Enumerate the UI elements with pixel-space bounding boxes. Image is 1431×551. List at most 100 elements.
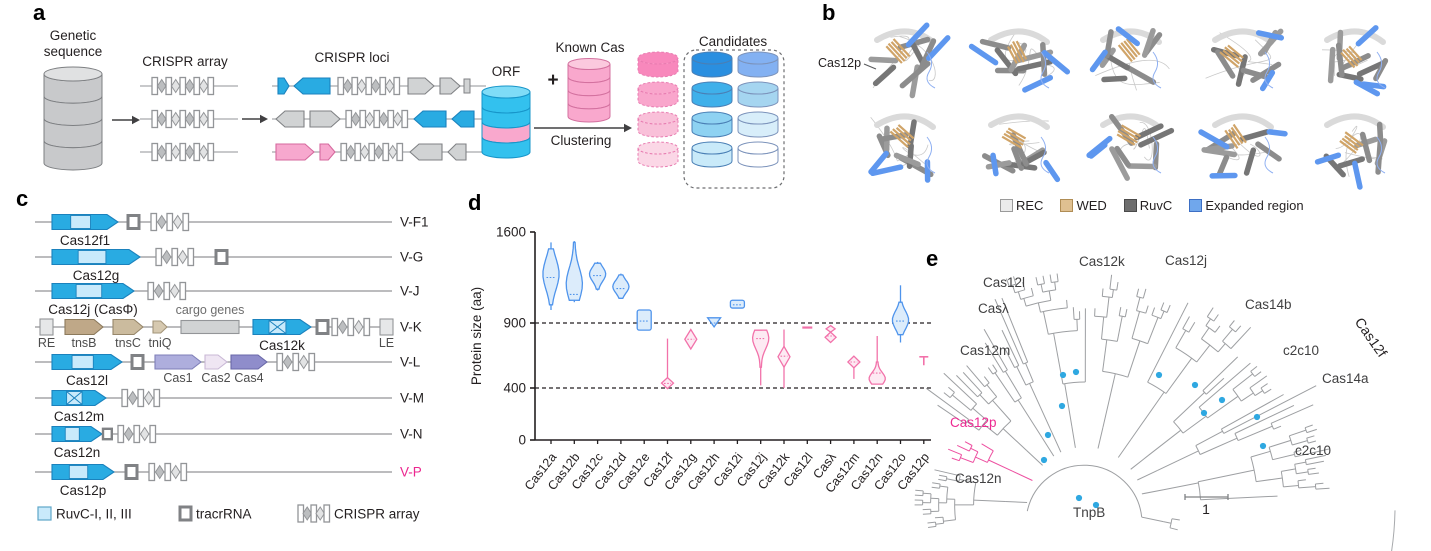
crispr-array-1-repeat [179, 109, 187, 129]
crispr-array-glyph-V-F1-spacer [156, 214, 167, 230]
expanded-loop [926, 51, 936, 89]
leaf-branch [1297, 479, 1306, 482]
gene-arrow-cas12f1-ruvc-segment [70, 215, 91, 229]
panel-b-letter: b [822, 0, 836, 25]
loci-array-2-spacer [378, 111, 389, 127]
clade-stem-cas12k [1071, 426, 1076, 448]
arrow-seq-to-array-head [132, 115, 140, 125]
crispr-array-1-spacer [184, 111, 195, 127]
candidate-pink-cylinder-slice [637, 57, 679, 78]
internal-branch [986, 384, 998, 398]
expanded-region-helix [968, 43, 999, 66]
leaf-branch [1147, 302, 1189, 383]
internal-branch [1198, 469, 1255, 483]
legend-swatch [1189, 199, 1203, 212]
rec-ribbon [874, 113, 936, 130]
candidate-lightblue-cylinder-top [737, 51, 779, 65]
ruvc-helix [979, 38, 1012, 51]
panel-d-letter: d [468, 190, 482, 215]
loop-squiggle [1334, 133, 1362, 177]
wed-strand [1007, 127, 1027, 140]
element-label-re: RE [38, 336, 55, 350]
tracrrna-glyph [130, 354, 145, 370]
protein-structure-6 [868, 113, 936, 183]
panel-b-legend: REC WED RuvC Expanded region [1000, 198, 1304, 213]
loci-array-1-spacer [370, 78, 381, 94]
ruvc-helix [1239, 129, 1270, 142]
internal-branch [922, 492, 932, 495]
wed-strand [1348, 45, 1363, 61]
wed-strand [1005, 130, 1025, 143]
gene-arrow-tnsb [64, 318, 104, 336]
row-tag-v-g: V-G [400, 250, 423, 265]
loci-gene-gray [439, 77, 461, 95]
violin-body [565, 241, 584, 301]
leaf-branch [931, 486, 940, 489]
leaf-branch [1035, 277, 1039, 286]
tree-label-cas12m: Cas12m [960, 343, 1010, 358]
legend-array-swatch-repeat [323, 504, 331, 523]
clade-arc [1051, 281, 1059, 283]
leaf-branch [1308, 472, 1319, 475]
loci-gene-pink-small [319, 143, 336, 161]
clade-arc [997, 420, 1012, 436]
candidate-pink-cylinder-top [637, 111, 679, 125]
crispr-array-0-spacer [184, 78, 195, 94]
leaf-branch [1273, 425, 1282, 430]
ruvc-helix [1011, 146, 1025, 171]
clade-arc [1260, 387, 1265, 394]
internal-branch [1250, 450, 1271, 458]
internal-branch [959, 478, 976, 484]
wed-strand [1219, 51, 1239, 68]
crispr-array-glyph-V-P-repeat [180, 462, 188, 482]
loci-array-2-repeat [401, 109, 409, 129]
legend-swatch [1000, 199, 1013, 212]
leaf-branch [1198, 362, 1251, 408]
clade-arc [1182, 328, 1190, 333]
internal-branch [979, 394, 989, 405]
rec-ribbon [1324, 113, 1386, 130]
wed-strand [887, 42, 906, 62]
leaf-branch [1169, 527, 1178, 531]
crispr-array-1-spacer [198, 111, 209, 127]
loop-squiggle [1233, 136, 1261, 157]
wed-strand [1015, 40, 1028, 60]
candidate-blue-cylinder-top [691, 81, 733, 95]
ruvc-helix [1105, 53, 1130, 71]
leaf-branch [934, 516, 944, 519]
leaf-branch [1124, 308, 1128, 318]
clade-arc [1250, 456, 1257, 482]
gene-label-tnsc: tnsC [115, 336, 141, 350]
y-tick-label-0: 0 [518, 433, 526, 448]
crispr-array-glyph-V-F1-spacer [172, 214, 183, 230]
internal-branch [973, 499, 1006, 502]
clade-stem-c2c10 [1141, 489, 1164, 495]
leaf-branch [994, 299, 1024, 365]
legend-label: WED [1076, 198, 1107, 213]
gene-arrow-cas12p-ruvc-segment [68, 465, 89, 479]
candidate-pink-cylinder-slice [637, 117, 679, 138]
expanded-region-helix [925, 35, 951, 61]
crispr-array-1-repeat [207, 109, 215, 129]
violin-cas12h [706, 317, 722, 329]
internal-branch [983, 423, 998, 436]
gene-label-cas12m: Cas12m [54, 409, 104, 424]
crispr-array-glyph-V-M-repeat [137, 388, 145, 408]
violin-cas12g [684, 328, 698, 351]
internal-branch [1205, 318, 1211, 326]
crispr-array-glyph-V-P-spacer [154, 464, 165, 480]
cargo-genes-rect [180, 319, 240, 335]
rec-ribbon [1324, 28, 1386, 45]
clade-stem-tnpb [1141, 516, 1164, 523]
expanded-region-helix [1353, 79, 1381, 97]
clade-arc [973, 482, 977, 505]
wed-strand [1123, 40, 1138, 58]
leaf-branch [984, 342, 1004, 373]
clade-arc [1094, 315, 1107, 318]
expanded-region-helix [1314, 152, 1342, 165]
gene-label-cas12f1: Cas12f1 [60, 233, 110, 248]
loci-gene-blue-small [277, 77, 290, 95]
crispr-array-glyph-V-L-spacer [298, 354, 309, 370]
crispr-array-glyph-V-G-repeat [171, 247, 179, 267]
internal-branch [992, 400, 1012, 422]
